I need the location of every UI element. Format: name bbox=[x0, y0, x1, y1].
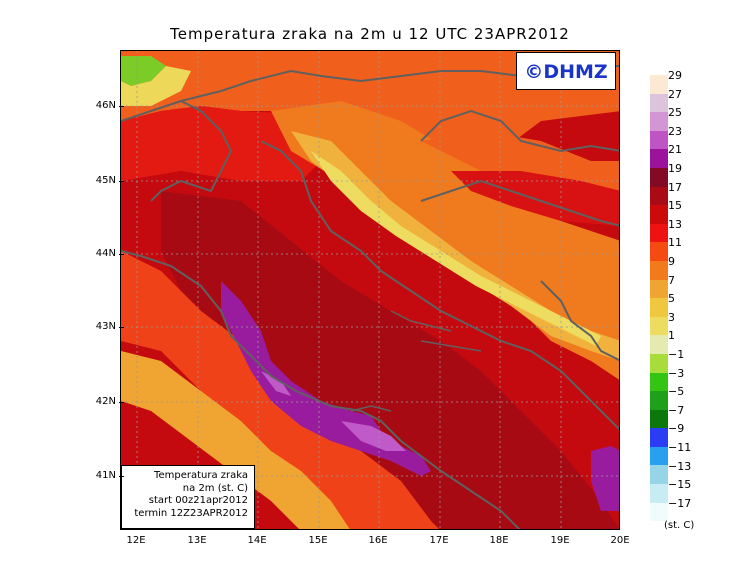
lat-label-43n: 43N bbox=[92, 321, 124, 332]
field-italy-yellow bbox=[121, 351, 350, 529]
field-albania-purple bbox=[591, 446, 619, 511]
legend-label: −3 bbox=[668, 366, 685, 380]
field-alps-green bbox=[121, 56, 166, 86]
temperature-legend bbox=[650, 75, 668, 522]
legend-swatch bbox=[650, 130, 668, 150]
lat-label-46n: 46N bbox=[92, 100, 124, 111]
map-title: Temperatura zraka na 2m u 12 UTC 23APR20… bbox=[170, 25, 570, 43]
legend-swatch bbox=[650, 93, 668, 113]
legend-label: 1 bbox=[668, 329, 675, 343]
legend-swatch bbox=[650, 298, 668, 317]
info-line-3: start 00z21apr2012 bbox=[148, 495, 248, 506]
legend-swatch bbox=[650, 372, 668, 392]
map-info-box: Temperatura zraka na 2m (st. C) start 00… bbox=[121, 465, 255, 529]
lat-label-45n: 45N bbox=[92, 175, 124, 186]
legend-label: 7 bbox=[668, 273, 675, 287]
legend-swatch bbox=[650, 428, 668, 447]
legend-swatch bbox=[650, 167, 668, 187]
legend-label: 19 bbox=[668, 162, 682, 175]
legend-label: −13 bbox=[668, 459, 692, 473]
legend-unit: (st. C) bbox=[664, 520, 695, 531]
legend-swatch bbox=[650, 465, 668, 485]
legend-swatch bbox=[650, 149, 668, 168]
legend-swatch bbox=[650, 260, 668, 280]
legend-label: 5 bbox=[668, 292, 675, 306]
legend-swatch bbox=[650, 409, 668, 429]
legend-label: −1 bbox=[668, 348, 685, 361]
legend-label: −9 bbox=[668, 422, 685, 436]
legend-label: −15 bbox=[668, 478, 692, 492]
field-north-red bbox=[121, 106, 321, 181]
lon-label-18e: 18E bbox=[489, 535, 509, 546]
legend-swatch bbox=[650, 502, 668, 522]
legend-label: −11 bbox=[668, 441, 692, 454]
legend-swatch bbox=[650, 205, 668, 224]
legend-label: 11 bbox=[668, 236, 682, 250]
field-italy-purple bbox=[221, 281, 431, 476]
legend-label: 17 bbox=[668, 180, 682, 194]
legend-swatch bbox=[650, 112, 668, 131]
legend-label: 9 bbox=[668, 255, 675, 268]
lon-label-17e: 17E bbox=[429, 535, 449, 546]
legend-swatch bbox=[650, 186, 668, 206]
map-grid bbox=[121, 51, 619, 529]
legend-swatch bbox=[650, 316, 668, 336]
legend-label: 23 bbox=[668, 124, 682, 138]
legend-label: −5 bbox=[668, 385, 685, 399]
lon-label-16e: 16E bbox=[368, 535, 388, 546]
lon-label-19e: 19E bbox=[550, 535, 570, 546]
legend-label: 13 bbox=[668, 217, 682, 231]
legend-swatch bbox=[650, 353, 668, 373]
field-dinaric-lightyellow bbox=[311, 151, 601, 346]
lon-label-15e: 15E bbox=[308, 535, 328, 546]
legend-label: 27 bbox=[668, 87, 682, 101]
legend-swatch bbox=[650, 391, 668, 410]
lat-label-41n: 41N bbox=[92, 470, 124, 481]
map-canvas bbox=[121, 51, 619, 529]
info-line-1: Temperatura zraka bbox=[154, 470, 248, 481]
legend-swatch bbox=[650, 335, 668, 354]
lon-label-14e: 14E bbox=[247, 535, 267, 546]
field-adriatic-darkred bbox=[161, 191, 619, 529]
field-bosnia-orange bbox=[501, 221, 619, 281]
lat-label-42n: 42N bbox=[92, 396, 124, 407]
legend-swatch bbox=[650, 446, 668, 466]
field-alps-yellow bbox=[121, 66, 191, 106]
legend-label: 15 bbox=[668, 199, 682, 213]
legend-swatch bbox=[650, 223, 668, 243]
lat-label-44n: 44N bbox=[92, 248, 124, 259]
field-italy-lightpurple bbox=[261, 371, 406, 451]
info-line-4: termin 12Z23APR2012 bbox=[134, 507, 248, 519]
legend-label: −7 bbox=[668, 403, 685, 417]
field-dinaric-yellow bbox=[291, 131, 619, 361]
dhmz-logo: ©DHMZ bbox=[516, 52, 616, 90]
legend-swatch bbox=[650, 242, 668, 261]
legend-label: 3 bbox=[668, 310, 675, 324]
lon-label-12e: 12E bbox=[126, 535, 146, 546]
lon-label-13e: 13E bbox=[187, 535, 207, 546]
temperature-map bbox=[120, 50, 620, 530]
legend-swatch bbox=[650, 484, 668, 503]
legend-label: 25 bbox=[668, 106, 682, 120]
legend-swatch bbox=[650, 279, 668, 299]
info-line-2: na 2m (st. C) bbox=[182, 482, 248, 494]
legend-label: −17 bbox=[668, 496, 692, 510]
legend-label: 29 bbox=[668, 69, 682, 82]
legend-swatch bbox=[650, 75, 668, 94]
legend-label: 21 bbox=[668, 143, 682, 157]
lon-label-20e: 20E bbox=[610, 535, 630, 546]
